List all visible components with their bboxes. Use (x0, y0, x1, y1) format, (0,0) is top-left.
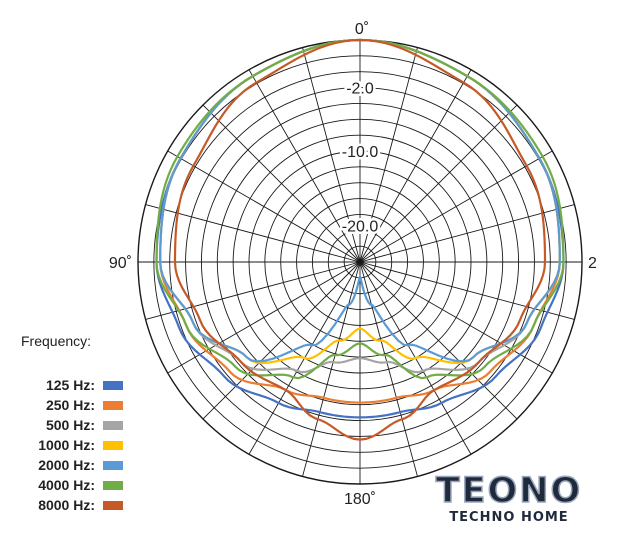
legend-swatch (103, 401, 123, 410)
legend-swatch (103, 481, 123, 490)
legend-item: 4000 Hz: (0, 476, 125, 496)
legend-swatch (103, 421, 123, 430)
grid-spoke (359, 69, 472, 263)
series-line-8000hz (173, 38, 547, 441)
ring-label: -10.0 (342, 144, 379, 161)
brand-logo: TEONO TECHNO HOME (430, 471, 588, 527)
legend-swatch (103, 501, 123, 510)
legend-item: 8000 Hz: (0, 496, 125, 516)
grid-spoke (359, 261, 418, 477)
grid-spoke (302, 261, 361, 477)
grid-spoke (359, 104, 518, 263)
grid-spoke (359, 47, 418, 263)
legend-item: 250 Hz: (0, 396, 125, 416)
grid-spoke (359, 261, 575, 320)
legend-swatch (103, 461, 123, 470)
legend-label: 1000 Hz: (38, 437, 95, 453)
ring-label: -20.0 (342, 219, 379, 236)
legend-title: Frequency: (21, 333, 92, 349)
angle-label-top: 0˚ (355, 21, 369, 38)
angle-label-left: 90˚ (109, 255, 132, 272)
series-line-4000hz (155, 38, 565, 380)
angle-label-right: 2 (588, 255, 597, 272)
legend-item: 500 Hz: (0, 416, 125, 436)
legend-item: 1000 Hz: (0, 436, 125, 456)
polar-grid (137, 39, 583, 485)
series-line-2000hz (159, 38, 561, 363)
grid-spoke (248, 69, 361, 263)
grid-spoke (145, 204, 361, 263)
angle-label-bottom: 180˚ (344, 491, 376, 508)
legend-swatch (103, 381, 123, 390)
grid-spoke (202, 261, 361, 420)
legend-label: 4000 Hz: (38, 477, 95, 493)
logo-wordmark: TEONO (435, 471, 583, 511)
legend-item: 125 Hz: (0, 376, 125, 396)
grid-spoke (202, 104, 361, 263)
grid-spoke (359, 204, 575, 263)
grid-spoke (167, 150, 361, 263)
series-group (155, 38, 565, 441)
grid-spoke (145, 261, 361, 320)
legend-swatch (103, 441, 123, 450)
legend-label: 125 Hz: (45, 377, 95, 393)
legend-label: 500 Hz: (45, 417, 95, 433)
logo-tagline: TECHNO HOME (449, 510, 569, 525)
legend-item: 2000 Hz: (0, 456, 125, 476)
grid-spoke (302, 47, 361, 263)
ring-label: -2.0 (346, 81, 374, 98)
legend-label: 8000 Hz: (38, 497, 95, 513)
chart-labels: 0˚ 90˚ 2 180˚ -2.0 -10.0 -20.0 (109, 21, 597, 508)
legend-label: 2000 Hz: (38, 457, 95, 473)
grid-spoke (359, 261, 518, 420)
grid-spoke (359, 150, 553, 263)
legend-label: 250 Hz: (45, 397, 95, 413)
